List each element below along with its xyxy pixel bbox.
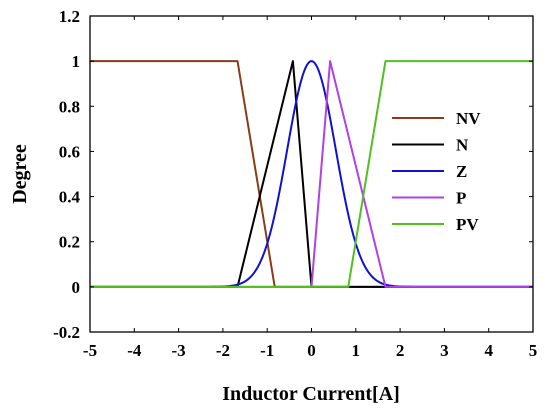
x-tick-label: -4 xyxy=(127,341,142,360)
x-tick-label: -3 xyxy=(172,341,186,360)
x-axis: -5 -4 -3 -2 -1 0 1 2 3 4 5 xyxy=(83,16,537,360)
y-tick-label: 0.2 xyxy=(59,233,80,252)
y-tick-label: 0.6 xyxy=(59,142,80,161)
series-line-pv xyxy=(90,60,533,288)
x-tick-label: -1 xyxy=(260,341,274,360)
x-tick-label: -5 xyxy=(83,341,97,360)
y-tick-label: -0.2 xyxy=(53,323,80,342)
x-tick-label: 2 xyxy=(396,341,405,360)
legend-label-pv: PV xyxy=(456,215,479,234)
x-tick-label: 4 xyxy=(484,341,493,360)
y-tick-label: 1.2 xyxy=(59,7,80,26)
y-tick-label: 0.8 xyxy=(59,97,80,116)
y-axis: -0.2 0 0.2 0.4 0.6 0.8 1 1.2 xyxy=(53,7,533,342)
legend-label-n: N xyxy=(456,136,469,155)
x-axis-title: Inductor Current[A] xyxy=(222,383,400,405)
x-tick-label: 5 xyxy=(529,341,538,360)
legend-label-p: P xyxy=(456,189,466,208)
y-tick-label: 0 xyxy=(72,278,81,297)
y-axis-title: Degree xyxy=(9,144,31,204)
y-tick-label: 0.4 xyxy=(59,188,81,207)
x-tick-label: 1 xyxy=(352,341,361,360)
x-tick-label: 3 xyxy=(440,341,449,360)
legend-box xyxy=(383,100,508,245)
x-tick-label: -2 xyxy=(216,341,230,360)
series-lines xyxy=(89,60,534,288)
legend: NV NZP PV xyxy=(383,100,508,245)
y-tick-label: 1 xyxy=(72,52,81,71)
x-tick-label: 0 xyxy=(307,341,316,360)
legend-label-nv: NV xyxy=(456,109,481,128)
legend-label-z: Z xyxy=(456,162,467,181)
